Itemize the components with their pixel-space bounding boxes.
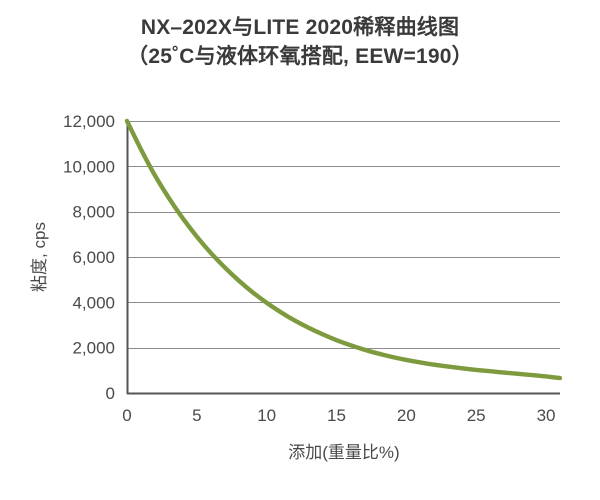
x-tick-label: 20: [397, 406, 416, 425]
chart-title-line-1: NX–202X与LITE 2020稀释曲线图: [140, 16, 460, 39]
data-series-line: [124, 118, 563, 381]
x-tick-label: 25: [467, 406, 486, 425]
x-axis-tick-labels: 0 5 10 15 20 25 30: [122, 406, 555, 425]
x-tick-label: 15: [327, 406, 346, 425]
y-tick-label: 6,000: [72, 248, 115, 267]
y-tick-label: 8,000: [72, 203, 115, 222]
y-tick-label: 2,000: [72, 339, 115, 358]
chart-title: NX–202X与LITE 2020稀释曲线图 （25˚C与液体环氧搭配, EEW…: [0, 13, 600, 71]
gridlines-group: [127, 121, 560, 394]
x-tick-label: 0: [122, 406, 131, 425]
y-axis-title: 粘度, cps: [30, 222, 49, 292]
y-tick-label: 0: [106, 384, 115, 403]
x-tick-label: 5: [192, 406, 201, 425]
y-tick-label: 12,000: [63, 112, 115, 131]
y-tick-label: 10,000: [63, 157, 115, 176]
x-axis-title: 添加(重量比%): [288, 443, 399, 462]
y-axis-tick-labels: 0 2,000 4,000 6,000 8,000 10,000 12,000: [63, 112, 115, 403]
y-tick-label: 4,000: [72, 293, 115, 312]
x-tick-label: 10: [257, 406, 276, 425]
chart-title-line-2: （25˚C与液体环氧搭配, EEW=190）: [127, 45, 473, 68]
x-tick-label: 30: [537, 406, 556, 425]
